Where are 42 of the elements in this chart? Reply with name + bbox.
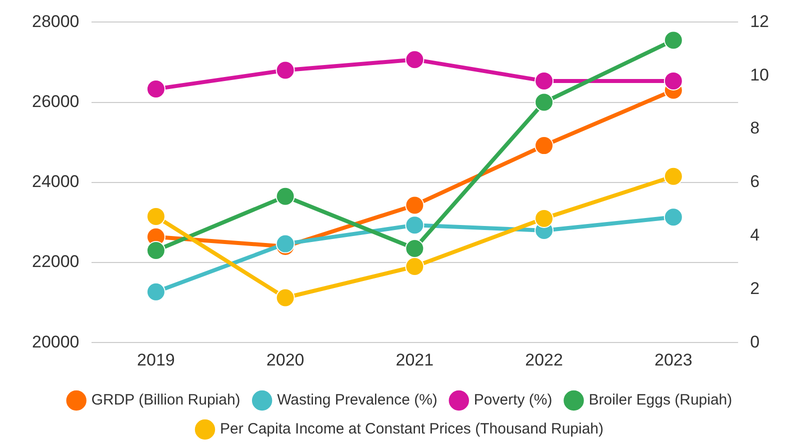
legend-label: Poverty (%)	[474, 392, 552, 409]
y2-tick-label: 2	[750, 278, 760, 298]
point	[146, 240, 166, 260]
y2-tick-label: 10	[750, 65, 770, 84]
point	[405, 196, 424, 215]
y2-tick-label: 4	[750, 225, 760, 244]
y2-tick-label: 12	[750, 12, 770, 31]
point	[534, 92, 554, 112]
point	[405, 238, 424, 258]
point	[276, 186, 295, 206]
point	[534, 71, 554, 90]
point	[276, 288, 295, 308]
point	[534, 208, 554, 228]
y-tick-label: 24000	[32, 172, 80, 192]
y-tick-label: 20000	[32, 332, 80, 352]
legend-label: Per Capita Income at Constant Prices (Thousand Rupiah)	[220, 420, 604, 438]
point	[664, 208, 683, 227]
x-tick-label: 2021	[396, 350, 434, 370]
legend-label: Wasting Prevalence (%)	[277, 392, 438, 409]
x-tick-label: 2019	[137, 350, 175, 370]
point	[276, 60, 295, 80]
point	[664, 166, 683, 186]
point	[534, 136, 554, 156]
point	[405, 257, 424, 276]
point	[146, 282, 166, 302]
point	[146, 206, 166, 226]
x-tick-label: 2023	[654, 350, 692, 370]
point	[146, 79, 166, 98]
legend-label: GRDP (Billion Rupiah)	[91, 392, 240, 409]
y2-tick-label: 8	[750, 118, 760, 138]
y-tick-label: 22000	[32, 252, 80, 272]
x-tick-label: 2022	[525, 350, 563, 370]
y2-tick-label: 0	[750, 332, 760, 352]
legend-label: Broiler Eggs (Rupiah)	[588, 392, 732, 409]
x-tick-label: 2020	[266, 350, 304, 370]
point	[664, 71, 683, 90]
y2-tick-label: 6	[750, 172, 760, 192]
y-tick-label: 28000	[32, 12, 80, 31]
point	[405, 50, 424, 70]
point	[405, 216, 424, 235]
y-tick-label: 26000	[32, 92, 80, 111]
point	[664, 30, 683, 50]
